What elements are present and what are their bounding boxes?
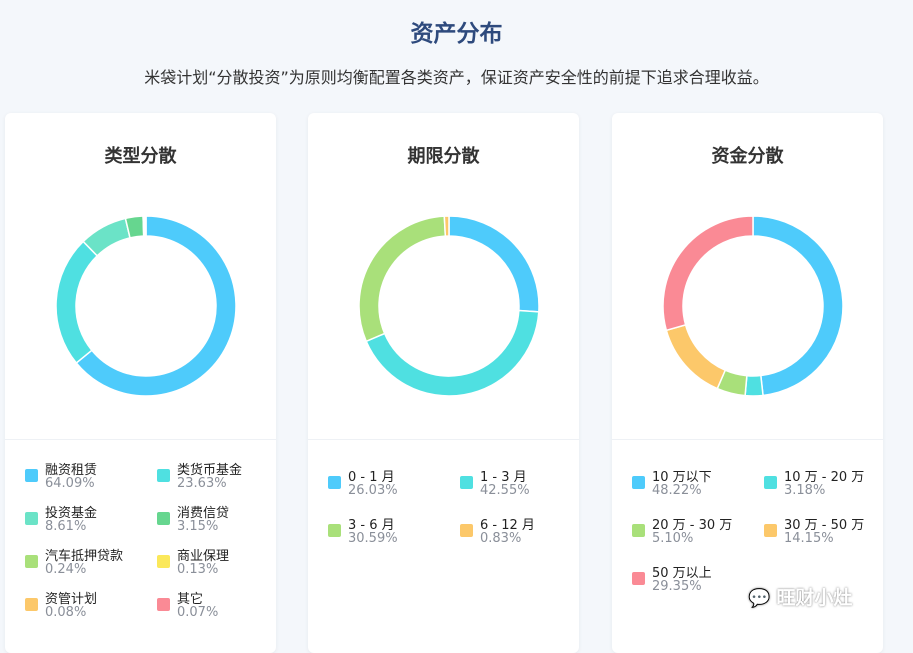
legend-item: 汽车抵押贷款 0.24%	[25, 545, 150, 581]
legend-percent: 42.55%	[480, 483, 530, 498]
legend-swatch	[460, 524, 473, 537]
card-title: 类型分散	[5, 142, 276, 168]
legend-swatch	[460, 476, 473, 489]
legend-item: 6 - 12 月 0.83%	[460, 514, 585, 550]
legend-item: 10 万以下 48.22%	[632, 466, 757, 502]
donut-slice	[663, 216, 753, 330]
donut-slice	[666, 325, 725, 389]
legend-percent: 0.83%	[480, 531, 521, 546]
legend-swatch	[632, 476, 645, 489]
card-type: 类型分散 融资租赁 64.09% 类货币基金 23.63% 投资基金 8.61%…	[5, 113, 276, 653]
legend-item: 10 万 - 20 万 3.18%	[764, 466, 889, 502]
watermark-text: 旺财小灶	[776, 587, 852, 609]
legend-swatch	[632, 572, 645, 585]
legend-item: 投资基金 8.61%	[25, 502, 150, 538]
donut-slice	[56, 241, 97, 362]
legend-item: 3 - 6 月 30.59%	[328, 514, 453, 550]
card-funds: 资金分散 10 万以下 48.22% 10 万 - 20 万 3.18% 20 …	[612, 113, 883, 653]
card-title: 期限分散	[308, 142, 579, 168]
legend-swatch	[157, 598, 170, 611]
legend-swatch	[328, 524, 341, 537]
legend-swatch	[328, 476, 341, 489]
legend-item: 商业保理 0.13%	[157, 545, 282, 581]
legend-swatch	[25, 555, 38, 568]
legend-percent: 3.15%	[177, 519, 218, 534]
donut-chart-type	[46, 206, 246, 406]
legend-swatch	[25, 469, 38, 482]
legend-percent: 8.61%	[45, 519, 86, 534]
legend-percent: 0.24%	[45, 562, 86, 577]
legend-item: 30 万 - 50 万 14.15%	[764, 514, 889, 550]
legend-item: 1 - 3 月 42.55%	[460, 466, 585, 502]
legend-percent: 48.22%	[652, 483, 702, 498]
legend-percent: 23.63%	[177, 476, 227, 491]
legend-swatch	[157, 469, 170, 482]
legend-item: 融资租赁 64.09%	[25, 459, 150, 495]
legend-swatch	[764, 476, 777, 489]
legend-swatch	[25, 512, 38, 525]
legend-item: 类货币基金 23.63%	[157, 459, 282, 495]
donut-slice	[359, 216, 445, 341]
legend-item: 50 万以上 29.35%	[632, 562, 757, 598]
legend-percent: 0.13%	[177, 562, 218, 577]
legend-item: 其它 0.07%	[157, 588, 282, 624]
legend-swatch	[25, 598, 38, 611]
page-subtitle: 米袋计划“分散投资”为原则均衡配置各类资产，保证资产安全性的前提下追求合理收益。	[0, 64, 913, 88]
legend-percent: 29.35%	[652, 579, 702, 594]
donut-slice	[753, 216, 843, 395]
legend-item: 资管计划 0.08%	[25, 588, 150, 624]
legend-percent: 0.07%	[177, 605, 218, 620]
card-term: 期限分散 0 - 1 月 26.03% 1 - 3 月 42.55% 3 - 6…	[308, 113, 579, 653]
donut-slice	[745, 376, 763, 396]
divider	[5, 439, 276, 440]
legend-percent: 3.18%	[784, 483, 825, 498]
watermark: 💬 旺财小灶	[748, 583, 852, 610]
wechat-icon: 💬	[748, 588, 770, 609]
donut-slice	[449, 216, 539, 312]
divider	[612, 439, 883, 440]
donut-chart-term	[349, 206, 549, 406]
legend-percent: 64.09%	[45, 476, 95, 491]
legend-percent: 30.59%	[348, 531, 398, 546]
legend-swatch	[157, 555, 170, 568]
legend-percent: 5.10%	[652, 531, 693, 546]
legend-item: 0 - 1 月 26.03%	[328, 466, 453, 502]
legend-swatch	[632, 524, 645, 537]
donut-slice	[366, 311, 539, 396]
donut-chart-funds	[653, 206, 853, 406]
legend-percent: 0.08%	[45, 605, 86, 620]
legend-swatch	[764, 524, 777, 537]
card-title: 资金分散	[612, 142, 883, 168]
legend-swatch	[157, 512, 170, 525]
legend-percent: 14.15%	[784, 531, 834, 546]
donut-slice	[444, 216, 449, 236]
divider	[308, 439, 579, 440]
page-title: 资产分布	[0, 14, 913, 48]
legend-item: 消费信贷 3.15%	[157, 502, 282, 538]
legend-percent: 26.03%	[348, 483, 398, 498]
legend-item: 20 万 - 30 万 5.10%	[632, 514, 757, 550]
